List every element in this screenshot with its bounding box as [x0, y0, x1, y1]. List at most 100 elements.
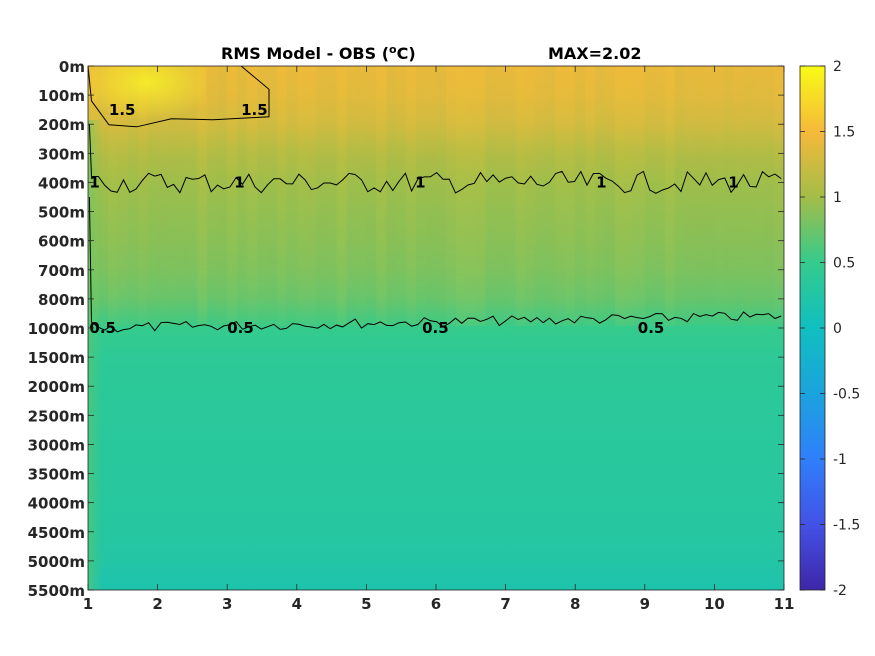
heatmap-column	[396, 66, 407, 326]
heatmap-column	[475, 66, 486, 326]
contour-line-1p5	[88, 66, 270, 128]
y-tick-label: 2000m	[28, 378, 85, 396]
x-tick-label: 6	[431, 595, 441, 613]
heatmap-column	[107, 66, 118, 326]
heatmap-field	[88, 66, 784, 590]
y-tick-label: 0m	[59, 58, 85, 76]
plot-area: 1.5 1.5 1 1 1 1 1 0.5 0.5 0.5 0.5	[88, 66, 784, 590]
heatmap-column	[654, 66, 665, 326]
colorbar-tick-label: 0	[833, 321, 842, 337]
heatmap-column	[406, 66, 417, 326]
contour-label: 1	[89, 173, 99, 191]
heatmap-column	[664, 66, 675, 326]
y-tick-label: 5500m	[28, 582, 85, 600]
heatmap-column	[267, 66, 277, 326]
heatmap-column	[744, 66, 755, 326]
x-axis: 1 2 3 4 5 6 7 8 9 10 11	[83, 66, 795, 613]
y-tick-label: 5000m	[28, 553, 85, 571]
heatmap-column	[485, 66, 496, 326]
heatmap-column	[724, 66, 735, 326]
heatmap-column	[247, 66, 257, 326]
heatmap-column	[515, 66, 526, 326]
x-tick-label: 7	[500, 595, 510, 613]
heatmap-column	[535, 66, 546, 326]
y-tick-label: 4000m	[28, 495, 85, 513]
contour-label: 1	[728, 173, 738, 191]
heatmap-column	[227, 66, 238, 326]
y-tick-label: 300m	[38, 145, 85, 163]
colorbar-tick-label: 1	[833, 190, 842, 206]
heatmap-depth-bands	[88, 66, 784, 590]
max-value-label: MAX=2.02	[548, 44, 642, 63]
contour-label: 1	[596, 173, 606, 191]
colorbar-tick-label: 1.5	[833, 125, 855, 141]
contour-label: 1	[415, 173, 425, 191]
heatmap-column	[525, 66, 536, 326]
heatmap-column	[257, 66, 267, 326]
contour-label: 1	[234, 173, 244, 191]
x-tick-label: 1	[83, 595, 93, 613]
heatmap-column	[674, 66, 685, 326]
contour-line-0p5	[88, 196, 782, 333]
heatmap-column	[455, 66, 466, 326]
x-tick-label: 4	[292, 595, 302, 613]
y-tick-label: 800m	[38, 291, 85, 309]
y-axis: 0m100m200m300m400m500m600m700m800m1000m1…	[28, 58, 784, 600]
y-tick-label: 4500m	[28, 524, 85, 542]
x-tick-label: 11	[774, 595, 795, 613]
x-tick-label: 10	[704, 595, 725, 613]
colorbar-tick-label: 0.5	[833, 256, 855, 272]
heatmap-column	[694, 66, 705, 326]
heatmap-column	[157, 66, 168, 326]
y-tick-label: 700m	[38, 262, 85, 280]
contour-line-1	[88, 124, 782, 194]
colorbar-tick-label: -0.5	[833, 387, 860, 403]
colorbar: 2 1.5 1 0.5 0 -0.5 -1 -1.5 -2	[799, 59, 860, 599]
heatmap-column	[575, 66, 586, 326]
heatmap-column	[167, 66, 178, 326]
heatmap-column	[127, 66, 138, 326]
west-boundary-shading	[88, 120, 102, 590]
heatmap-column	[217, 66, 228, 326]
colorbar-tick-label: 2	[833, 59, 842, 75]
y-tick-label: 600m	[38, 233, 85, 251]
x-tick-label: 5	[361, 595, 371, 613]
contour-label: 1.5	[241, 101, 268, 119]
heatmap-column	[545, 66, 556, 326]
heatmap-column	[356, 66, 367, 326]
heatmap-column	[426, 66, 436, 326]
contour-label: 0.5	[227, 319, 254, 337]
heatmap-column	[585, 66, 595, 326]
heatmap-column	[714, 66, 725, 326]
heatmap-column	[754, 66, 765, 326]
heatmap-column	[286, 66, 297, 326]
heatmap-column	[326, 66, 337, 326]
heatmap-column	[555, 66, 566, 326]
heatmap-column	[615, 66, 625, 326]
heatmap-column	[605, 66, 615, 326]
heatmap-column	[416, 66, 426, 326]
y-tick-label: 1500m	[28, 349, 85, 367]
y-tick-label: 3500m	[28, 466, 85, 484]
colorbar-tick-label: -2	[833, 583, 847, 599]
chart-title: RMS Model - OBS (oC)	[221, 43, 416, 63]
heatmap-column	[366, 66, 377, 326]
x-tick-label: 8	[570, 595, 580, 613]
heatmap-column	[97, 66, 108, 326]
heatmap-column	[634, 66, 645, 326]
heatmap-column	[465, 66, 476, 326]
y-tick-label: 100m	[38, 87, 85, 105]
heatmap-column	[624, 66, 635, 326]
title-unit-superscript: o	[389, 43, 397, 56]
heatmap-column	[296, 66, 307, 326]
contour-label: 0.5	[638, 319, 665, 337]
heatmap-column	[436, 66, 446, 326]
y-tick-label: 200m	[38, 116, 85, 134]
heatmap-column	[237, 66, 247, 326]
y-tick-label: 3000m	[28, 436, 85, 454]
contour-lines	[88, 66, 782, 333]
x-tick-label: 3	[222, 595, 232, 613]
x-tick-label: 2	[152, 595, 162, 613]
heatmap-column	[595, 66, 605, 326]
